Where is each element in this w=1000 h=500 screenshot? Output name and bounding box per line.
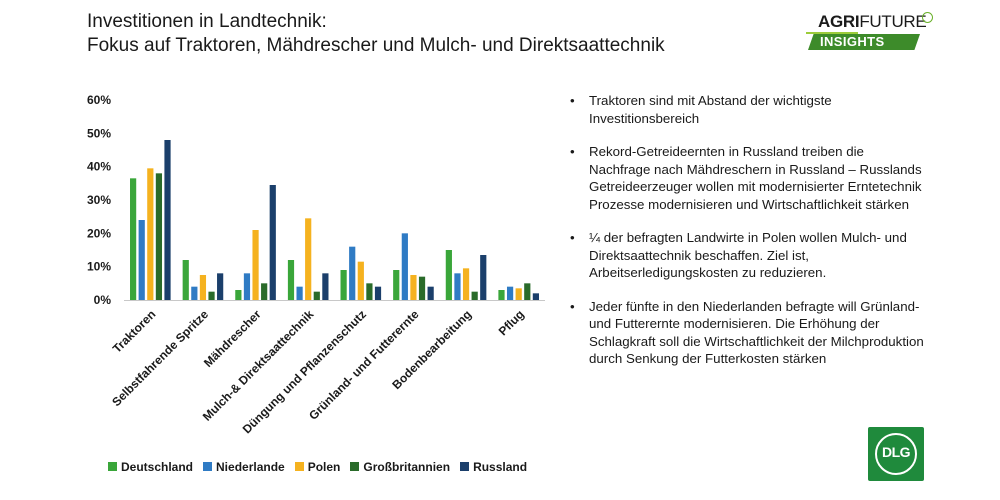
bar	[532, 293, 539, 300]
note-item: • ¼ der befragten Landwirte in Polen woll…	[570, 229, 925, 282]
logo-agri-text: AGRI	[818, 12, 860, 31]
bar	[191, 286, 198, 300]
page-title: Investitionen in Landtechnik: Fokus auf …	[87, 10, 665, 58]
y-tick-label: 40%	[87, 160, 111, 174]
bar	[243, 273, 251, 300]
bullet-icon: •	[570, 93, 575, 108]
legend-item: Russland	[460, 460, 527, 474]
x-tick-label: Grünland- und Futterernte	[306, 307, 422, 423]
bar	[305, 218, 312, 300]
legend-swatch	[460, 462, 470, 471]
logo-emblem-icon	[922, 12, 933, 23]
bar	[217, 273, 224, 300]
dlg-logo: DLG	[868, 427, 924, 481]
logo-wordmark: AGRIFUTURE	[818, 12, 927, 32]
bar	[401, 233, 408, 300]
bar	[393, 270, 400, 300]
x-tick-label: Pflug	[496, 307, 527, 338]
bar	[515, 288, 522, 300]
legend-label: Niederlande	[216, 460, 285, 474]
legend-swatch	[203, 462, 213, 471]
bullet-icon: •	[570, 298, 575, 314]
note-text: ¼ der befragten Landwirte in Polen wolle…	[589, 230, 907, 280]
bar	[506, 286, 514, 300]
bar-chart: 0% 10% 20% 30% 40% 50% 60% TraktorenSelbstfahre…	[87, 93, 545, 436]
bullet-icon: •	[570, 230, 575, 245]
bar	[164, 140, 171, 300]
note-text: Traktoren sind mit Abstand der wichtigst…	[589, 93, 832, 126]
logo-future-text: FUTURE	[859, 12, 927, 31]
legend-swatch	[108, 462, 117, 471]
x-tick-label: Mulch-& Direktsaattechnik	[200, 307, 317, 424]
legend-label: Russland	[473, 460, 528, 474]
x-tick-label: Selbstfahrende Spritze	[109, 307, 211, 409]
bar	[313, 291, 320, 300]
chart-legend: Deutschland Niederlande Polen Großbritannie…	[108, 460, 537, 474]
bar	[349, 246, 356, 300]
legend-swatch	[350, 462, 360, 471]
bar	[462, 268, 470, 300]
bar	[471, 291, 478, 300]
x-tick-label: Traktoren	[110, 307, 159, 356]
bar	[357, 261, 364, 300]
dlg-logo-text: DLG	[881, 444, 911, 460]
bar	[498, 290, 505, 300]
bar	[322, 273, 329, 300]
bar	[418, 276, 426, 300]
bar	[261, 283, 268, 300]
y-tick-label: 10%	[87, 260, 111, 274]
agrifuture-insights-logo: AGRIFUTURE INSIGHTS	[806, 12, 936, 52]
bar	[155, 173, 163, 300]
legend-swatch	[294, 462, 304, 471]
legend-label: Großbritannien	[363, 460, 451, 474]
logo-insights-bar	[808, 34, 920, 50]
bar	[427, 286, 434, 300]
y-tick-label: 50%	[87, 126, 111, 140]
bar	[208, 291, 215, 300]
bullet-icon: •	[570, 144, 575, 159]
notes-list: • Traktoren sind mit Abstand der wichtigs…	[570, 92, 925, 384]
bar	[199, 275, 207, 300]
bar	[287, 260, 295, 300]
title-line-1: Investitionen in Landtechnik:	[87, 11, 327, 32]
bar	[366, 283, 373, 300]
legend-item: Deutschland	[108, 460, 193, 474]
bar	[410, 275, 417, 300]
bar	[130, 178, 137, 300]
note-item: • Rekord-Getreideernten in Russland treib…	[570, 143, 925, 213]
legend-item: Polen	[294, 460, 341, 474]
y-tick-label: 30%	[87, 193, 111, 207]
dlg-ring-icon	[875, 433, 917, 475]
legend-label: Deutschland	[121, 460, 194, 474]
bar	[182, 260, 189, 300]
y-tick-label: 0%	[94, 293, 112, 307]
logo-insights-text: INSIGHTS	[820, 34, 885, 49]
bar	[524, 283, 531, 300]
bar	[269, 185, 276, 300]
y-tick-label: 20%	[87, 226, 111, 240]
bar	[340, 270, 347, 300]
bar	[454, 273, 461, 300]
bar	[138, 220, 145, 300]
note-text: Rekord-Getreideernten in Russland treibe…	[589, 144, 922, 212]
bar	[252, 230, 259, 300]
title-line-2: Fokus auf Traktoren, Mähdrescher und Mul…	[87, 35, 665, 56]
note-item: • Jeder fünfte in den Niederlanden befrag…	[570, 298, 925, 368]
bar	[374, 286, 382, 300]
legend-label: Polen	[307, 460, 341, 474]
bar	[445, 250, 452, 300]
legend-item: Großbritannien	[350, 460, 450, 474]
bar	[147, 168, 154, 300]
legend-item: Niederlande	[203, 460, 285, 474]
note-item: • Traktoren sind mit Abstand der wichtigs…	[570, 92, 925, 127]
note-text: Jeder fünfte in den Niederlanden befragt…	[589, 298, 924, 367]
y-tick-label: 60%	[87, 93, 111, 107]
bar	[235, 290, 242, 300]
bar	[480, 255, 487, 300]
bar	[296, 286, 303, 300]
logo-stripe	[806, 32, 858, 34]
